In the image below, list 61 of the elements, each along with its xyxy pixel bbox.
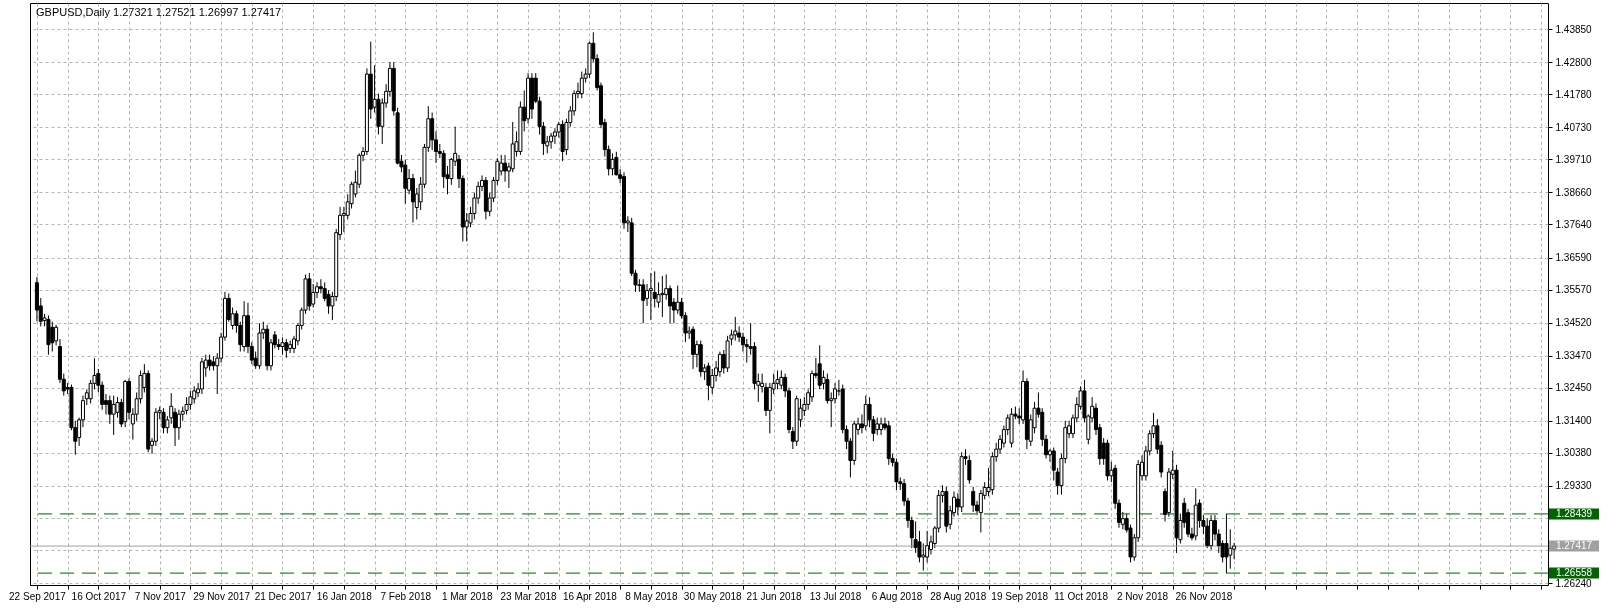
- ref-line-label: 1.26558: [1555, 567, 1593, 579]
- x-tick-label: 7 Nov 2017: [134, 590, 187, 602]
- y-tick-label: 1.29330: [1555, 480, 1593, 492]
- chart-title: GBPUSD,Daily 1.27321 1.27521 1.26997 1.27417: [36, 6, 282, 18]
- x-tick-label: 22 Sep 2017: [9, 590, 67, 602]
- x-tick-label: 21 Dec 2017: [254, 590, 312, 602]
- candlestick: [579, 71, 584, 99]
- candlestick: [1224, 513, 1229, 574]
- candlestick: [403, 159, 408, 205]
- y-tick-label: 1.43850: [1555, 23, 1593, 35]
- x-tick-label: 2 Nov 2018: [1116, 590, 1169, 602]
- x-tick-label: 7 Feb 2018: [380, 590, 432, 602]
- x-tick-label: 6 Aug 2018: [871, 590, 923, 602]
- ref-line-label: 1.27417: [1555, 540, 1593, 552]
- candlestick: [176, 409, 181, 441]
- x-tick-label: 16 Jan 2018: [316, 590, 373, 602]
- candlestick: [549, 132, 554, 150]
- y-tick-label: 1.31400: [1555, 415, 1593, 427]
- candlestick: [971, 486, 976, 513]
- x-tick-label: 1 Mar 2018: [441, 590, 493, 602]
- x-tick-label: 16 Apr 2018: [563, 590, 618, 602]
- y-tick-label: 1.40730: [1555, 121, 1593, 133]
- x-tick-label: 19 Sep 2018: [991, 590, 1049, 602]
- candlestick: [410, 173, 415, 224]
- x-tick-label: 21 Jun 2018: [746, 590, 803, 602]
- x-tick-label: 30 May 2018: [683, 590, 743, 602]
- candlestick: [641, 278, 646, 324]
- y-tick-label: 1.39710: [1555, 153, 1593, 165]
- x-tick-label: 11 Oct 2018: [1054, 590, 1109, 602]
- candlestick: [660, 275, 665, 318]
- candlestick: [779, 369, 784, 390]
- y-tick-label: 1.41780: [1555, 88, 1593, 100]
- x-tick-label: 16 Oct 2017: [71, 590, 127, 602]
- y-tick-label: 1.33470: [1555, 350, 1593, 362]
- y-tick-label: 1.36590: [1555, 252, 1593, 264]
- y-tick-label: 1.35570: [1555, 284, 1593, 296]
- y-tick-label: 1.34520: [1555, 317, 1593, 329]
- candlestick: [648, 272, 653, 321]
- x-tick-label: 13 Jul 2018: [809, 590, 862, 602]
- candlestick: [879, 417, 884, 436]
- y-tick-label: 1.42800: [1555, 56, 1593, 68]
- y-tick-label: 1.26240: [1555, 577, 1593, 589]
- candlestick: [1228, 528, 1233, 570]
- x-tick-label: 29 Nov 2017: [193, 590, 251, 602]
- x-tick-label: 26 Nov 2018: [1175, 590, 1233, 602]
- x-tick-label: 23 Mar 2018: [500, 590, 558, 602]
- x-tick-label: 28 Aug 2018: [930, 590, 987, 602]
- candlestick: [921, 542, 926, 572]
- x-tick-label: 8 May 2018: [625, 590, 678, 602]
- candlestick: [50, 321, 55, 353]
- candlestick: [717, 351, 722, 378]
- y-tick-label: 1.32450: [1555, 382, 1593, 394]
- candlestick: [733, 316, 738, 342]
- y-tick-label: 1.38660: [1555, 186, 1593, 198]
- candlestick: [817, 344, 822, 390]
- candlestick: [188, 390, 193, 411]
- y-tick-label: 1.30380: [1555, 447, 1593, 459]
- ref-line-label: 1.28439: [1555, 507, 1593, 519]
- candlestick: [775, 369, 780, 390]
- candlestick: [1205, 517, 1210, 549]
- y-tick-label: 1.37640: [1555, 218, 1593, 230]
